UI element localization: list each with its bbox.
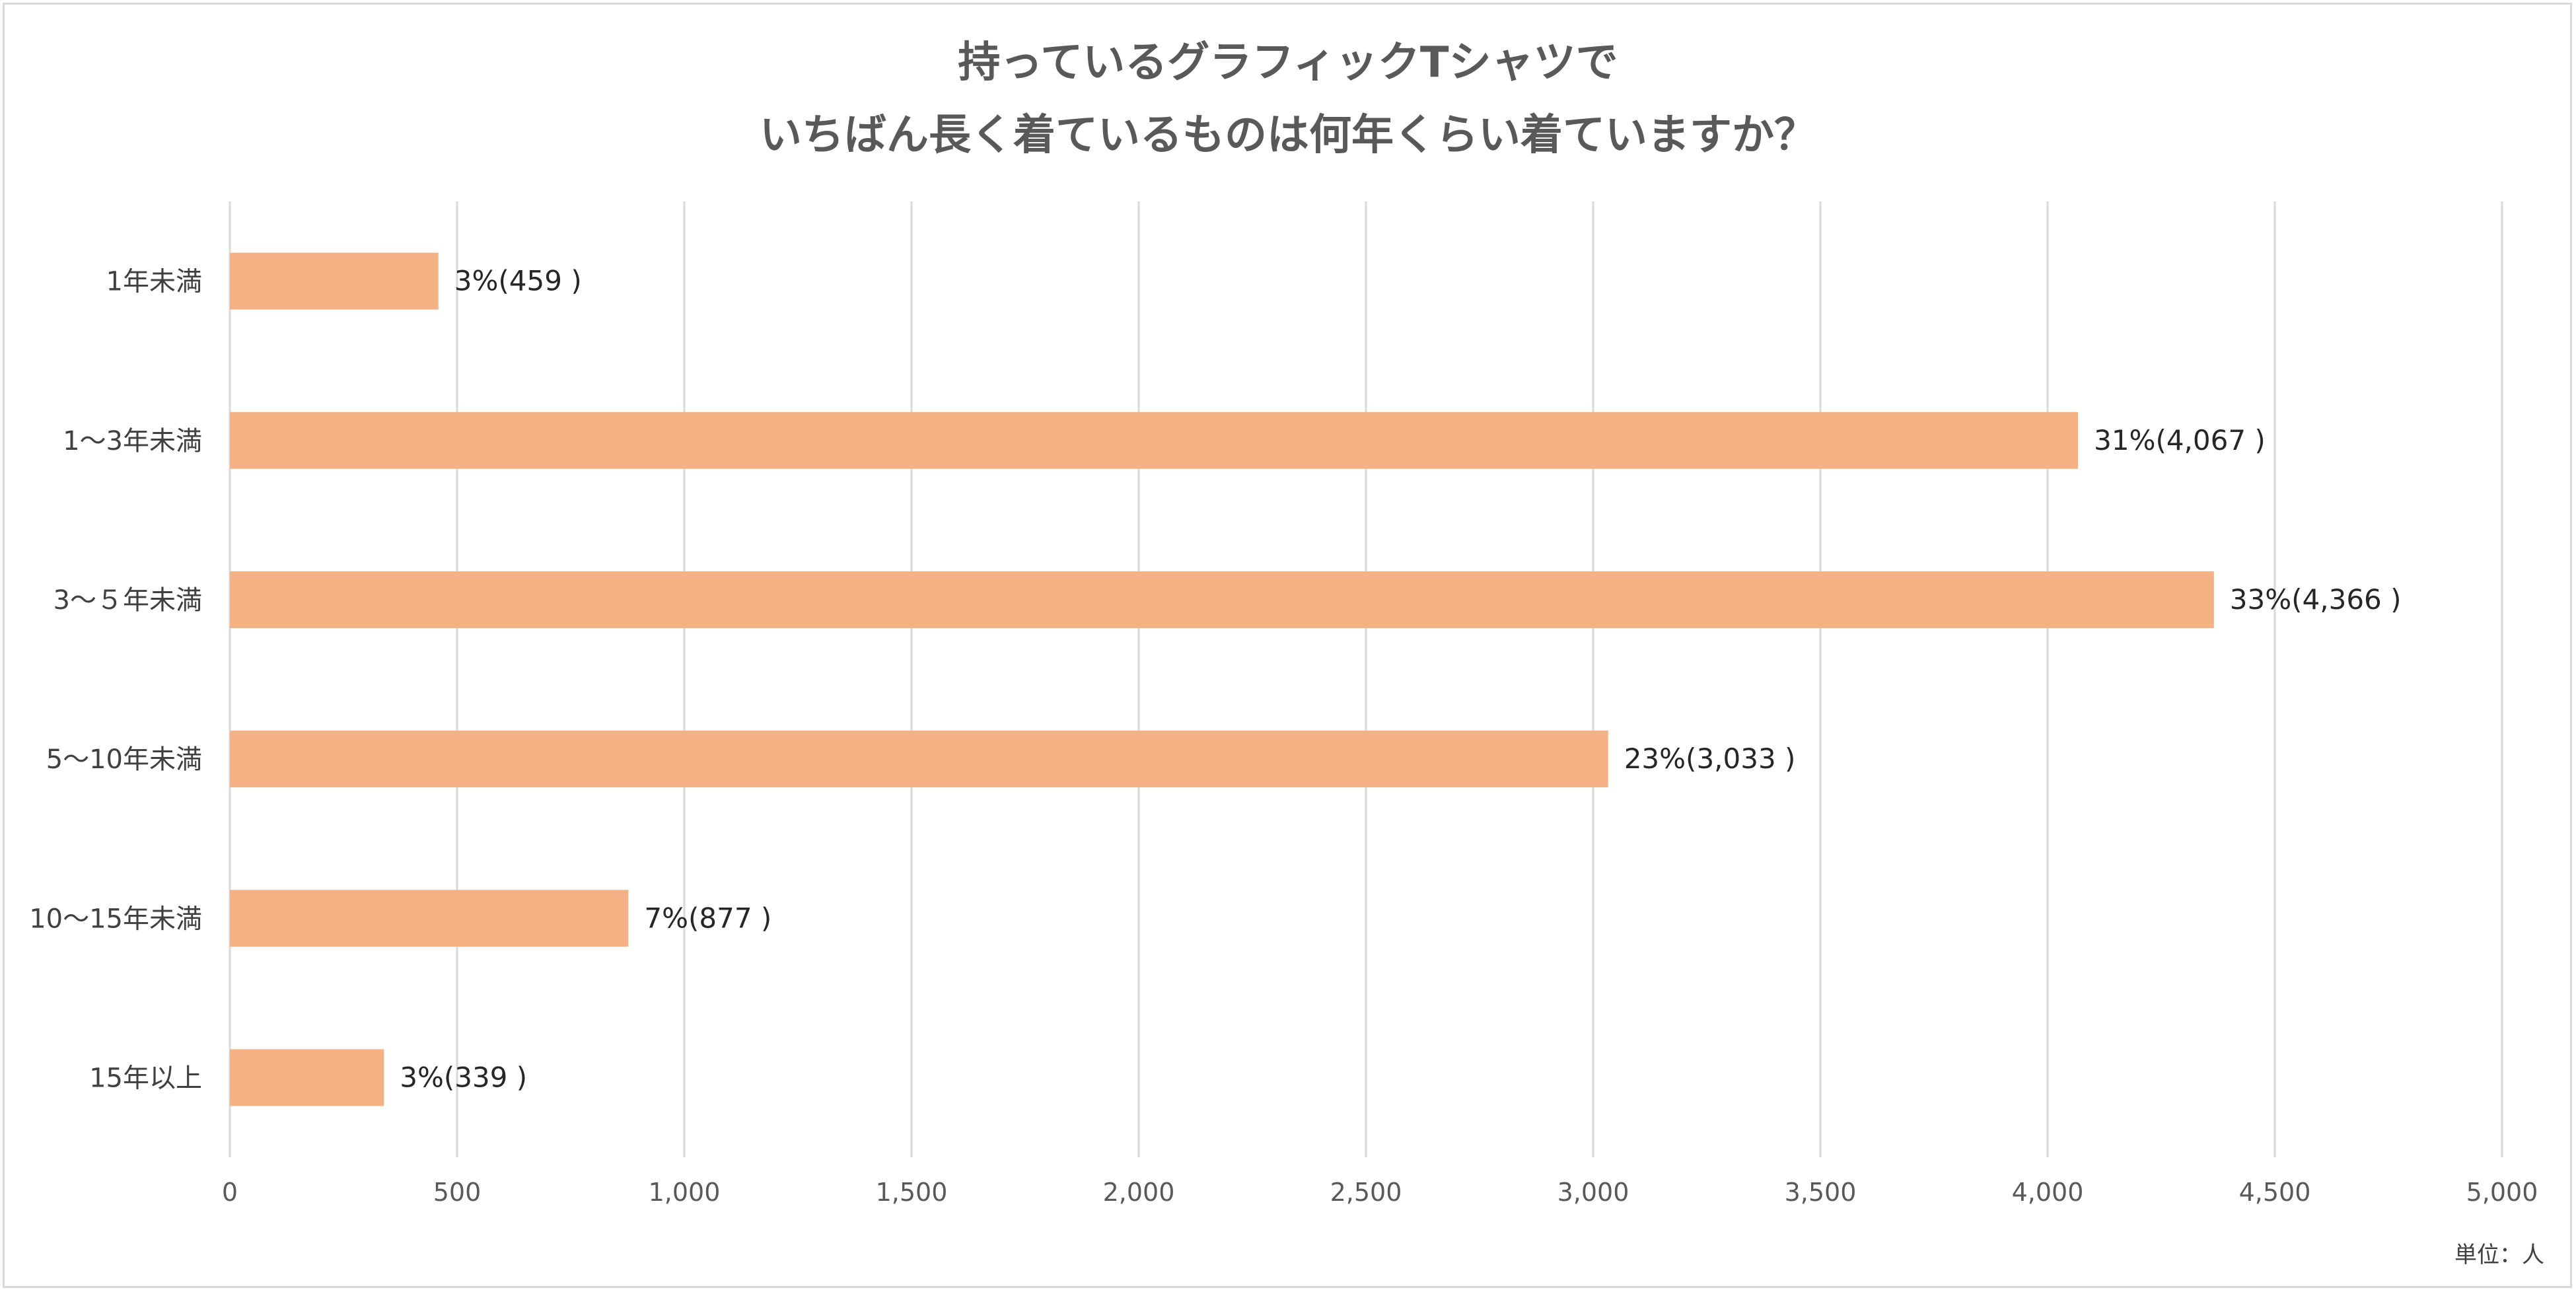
- chart-title-line-1: 持っているグラフィックTシャツで: [958, 38, 1618, 87]
- x-tick-label: 3,000: [1557, 1178, 1629, 1207]
- bar: [230, 412, 2079, 469]
- data-label: 33%(4,366 ): [2230, 583, 2402, 616]
- category-label: 1〜3年未満: [63, 426, 202, 456]
- category-label: 15年以上: [89, 1063, 202, 1093]
- category-label: 1年未満: [106, 267, 202, 297]
- x-tick-label: 1,500: [876, 1178, 948, 1207]
- x-tick-label: 3,500: [1785, 1178, 1857, 1207]
- chart-frame: [3, 3, 2572, 1288]
- bar: [230, 571, 2214, 628]
- x-tick-label: 2,500: [1330, 1178, 1402, 1207]
- x-tick-label: 0: [222, 1178, 238, 1207]
- x-tick-label: 500: [433, 1178, 482, 1207]
- data-label: 7%(877 ): [644, 902, 771, 934]
- bar: [230, 1049, 384, 1106]
- data-label: 23%(3,033 ): [1624, 742, 1796, 775]
- x-tick-label: 1,000: [649, 1178, 721, 1207]
- data-label: 31%(4,067 ): [2094, 424, 2266, 456]
- x-tick-label: 5,000: [2466, 1178, 2538, 1207]
- unit-label: 単位：人: [2454, 1242, 2544, 1268]
- bar: [230, 252, 439, 310]
- data-label: 3%(459 ): [454, 265, 582, 297]
- bar: [230, 890, 629, 947]
- category-label: 10〜15年未満: [29, 904, 202, 934]
- category-label: 3〜５年未満: [54, 585, 202, 616]
- chart-title: 持っているグラフィックTシャツで いちばん長く着ているものは何年くらい着ています…: [0, 26, 2576, 172]
- bar: [230, 731, 1608, 788]
- chart-title-line-2: いちばん長く着ているものは何年くらい着ていますか？: [760, 111, 1816, 160]
- data-label: 3%(339 ): [400, 1061, 527, 1093]
- x-tick-label: 4,500: [2239, 1178, 2311, 1207]
- x-tick-label: 4,000: [2012, 1178, 2084, 1207]
- x-tick-label: 2,000: [1103, 1178, 1175, 1207]
- category-label: 5〜10年未満: [46, 744, 202, 775]
